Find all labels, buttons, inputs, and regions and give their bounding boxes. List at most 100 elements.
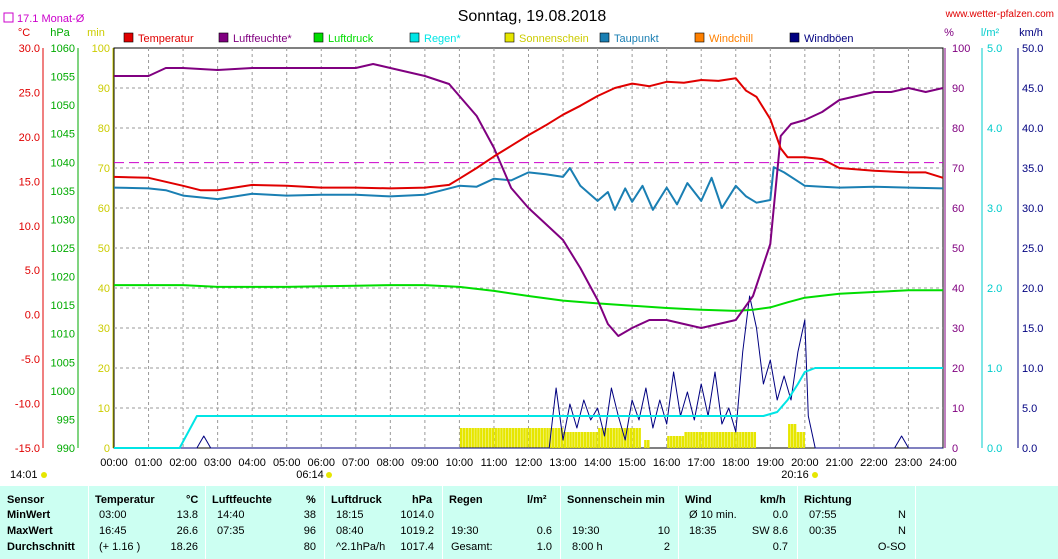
sunshine-bar — [560, 428, 564, 448]
table-divider — [678, 486, 679, 559]
table-divider — [205, 486, 206, 559]
sunshine-tick-label: 100 — [92, 43, 110, 55]
table-cell-sun-val: 2 — [663, 541, 670, 553]
legend-swatch — [123, 32, 134, 43]
table-divider — [88, 486, 89, 559]
wind-tick-label: 35.0 — [1022, 163, 1043, 175]
source-link[interactable]: www.wetter-pfalzen.com — [945, 9, 1054, 20]
sunshine-tick-label: 60 — [98, 203, 110, 215]
table-cell-dir-val: N — [898, 509, 906, 521]
sunshine-bar — [577, 432, 581, 448]
x-tick-label: 22:00 — [860, 457, 888, 469]
wind-tick-label: 40.0 — [1022, 123, 1043, 135]
sunshine-bar — [598, 428, 601, 448]
sunshine-bar — [742, 432, 745, 448]
sunshine-tick-label: 20 — [98, 363, 110, 375]
header-temperature-unit: °C — [186, 494, 199, 506]
legend-swatch — [694, 32, 705, 43]
header-rain-unit: l/m² — [527, 494, 547, 506]
temperature-tick-label: 5.0 — [25, 265, 40, 277]
sunshine-bar — [753, 432, 757, 448]
sunshine-tick-label: 70 — [98, 163, 110, 175]
legend-swatch — [599, 32, 610, 43]
x-tick-label: 10:00 — [446, 457, 474, 469]
sunshine-tick-label: 40 — [98, 283, 110, 295]
table-cell-temp-val: 26.6 — [176, 525, 198, 537]
sunshine-bar — [566, 432, 569, 448]
sunshine-tick-label: 80 — [98, 123, 110, 135]
sunshine-bar — [632, 428, 636, 448]
x-tick-label: 01:00 — [135, 457, 163, 469]
header-pressure-unit: hPa — [412, 494, 433, 506]
sunshine-bar — [672, 436, 676, 448]
temperature-tick-label: 0.0 — [25, 310, 40, 322]
sunshine-bar — [609, 428, 613, 448]
x-tick-label: 12:00 — [515, 457, 543, 469]
sunshine-bar — [465, 428, 469, 448]
sunshine-tick-label: 10 — [98, 403, 110, 415]
wind-tick-label: 45.0 — [1022, 83, 1043, 95]
sunshine-bar — [635, 428, 639, 448]
table-cell-rain-time: Gesamt: — [451, 541, 493, 553]
sunshine-bar — [790, 424, 794, 448]
table-cell-label: MinWert — [7, 509, 51, 521]
x-tick-label: 09:00 — [411, 457, 439, 469]
x-tick-label: 06:00 — [307, 457, 335, 469]
sunshine-bar — [667, 436, 670, 448]
table-divider — [915, 486, 916, 559]
temperature-tick-label: -5.0 — [21, 354, 40, 366]
table-cell-temp-time: 03:00 — [99, 509, 127, 521]
x-tick-label: 21:00 — [826, 457, 854, 469]
x-tick-label: 15:00 — [618, 457, 646, 469]
sunshine-bar — [670, 436, 673, 448]
sunshine-bar — [647, 440, 650, 448]
sunshine-bar — [485, 428, 489, 448]
sunshine-bar — [718, 432, 722, 448]
table-cell-pres-time: 18:15 — [336, 509, 364, 521]
table-cell-sun-time: 19:30 — [572, 525, 600, 537]
x-tick-label: 20:00 — [791, 457, 819, 469]
monthly-avg-marker — [3, 12, 14, 23]
sunshine-bar — [546, 428, 549, 448]
table-cell-dir-time: 07:55 — [809, 509, 837, 521]
sunshine-bar — [468, 428, 472, 448]
header-humidity-unit: % — [306, 494, 316, 506]
x-tick-label: 03:00 — [204, 457, 232, 469]
pressure-tick-label: 1035 — [51, 186, 75, 198]
table-cell-wind-val: 0.0 — [772, 509, 788, 521]
sunshine-bar — [572, 432, 575, 448]
sunshine-bar — [531, 428, 535, 448]
sunshine-bar — [494, 428, 497, 448]
sunshine-bar — [471, 428, 474, 448]
legend-label: Taupunkt — [614, 33, 659, 45]
humidity-tick-label: 50 — [952, 243, 964, 255]
sunshine-tick-label: 30 — [98, 323, 110, 335]
x-tick-label: 11:00 — [481, 457, 508, 469]
sunshine-bar — [508, 428, 512, 448]
sunshine-bar — [526, 428, 529, 448]
pressure-tick-label: 990 — [57, 443, 75, 455]
legend-label: Sonnenschein — [519, 33, 589, 45]
sunshine-bar — [543, 428, 546, 448]
sunrise-icon — [326, 472, 332, 478]
wind-tick-label: 20.0 — [1022, 283, 1043, 295]
table-cell-hum-val: 38 — [303, 509, 316, 521]
temperature-tick-label: 20.0 — [19, 132, 40, 144]
sunshine-bar — [589, 432, 592, 448]
pressure-line — [114, 284, 943, 312]
table-cell-wind-val: SW 8.6 — [751, 525, 788, 537]
sunshine-bar — [459, 428, 463, 448]
x-tick-label: 08:00 — [377, 457, 405, 469]
sunshine-bar — [733, 432, 736, 448]
sunshine-bar — [583, 432, 587, 448]
sunshine-bar — [739, 432, 742, 448]
rain-tick-label: 4.0 — [987, 123, 1002, 135]
pressure-tick-label: 1055 — [51, 72, 75, 84]
sunshine-bar — [500, 428, 503, 448]
sunshine-bar — [684, 432, 687, 448]
sunshine-bar — [710, 432, 713, 448]
pressure-tick-label: 1015 — [51, 300, 75, 312]
wind-tick-label: 15.0 — [1022, 323, 1043, 335]
rain-tick-label: 5.0 — [987, 43, 1002, 55]
humidity-tick-label: 60 — [952, 203, 964, 215]
